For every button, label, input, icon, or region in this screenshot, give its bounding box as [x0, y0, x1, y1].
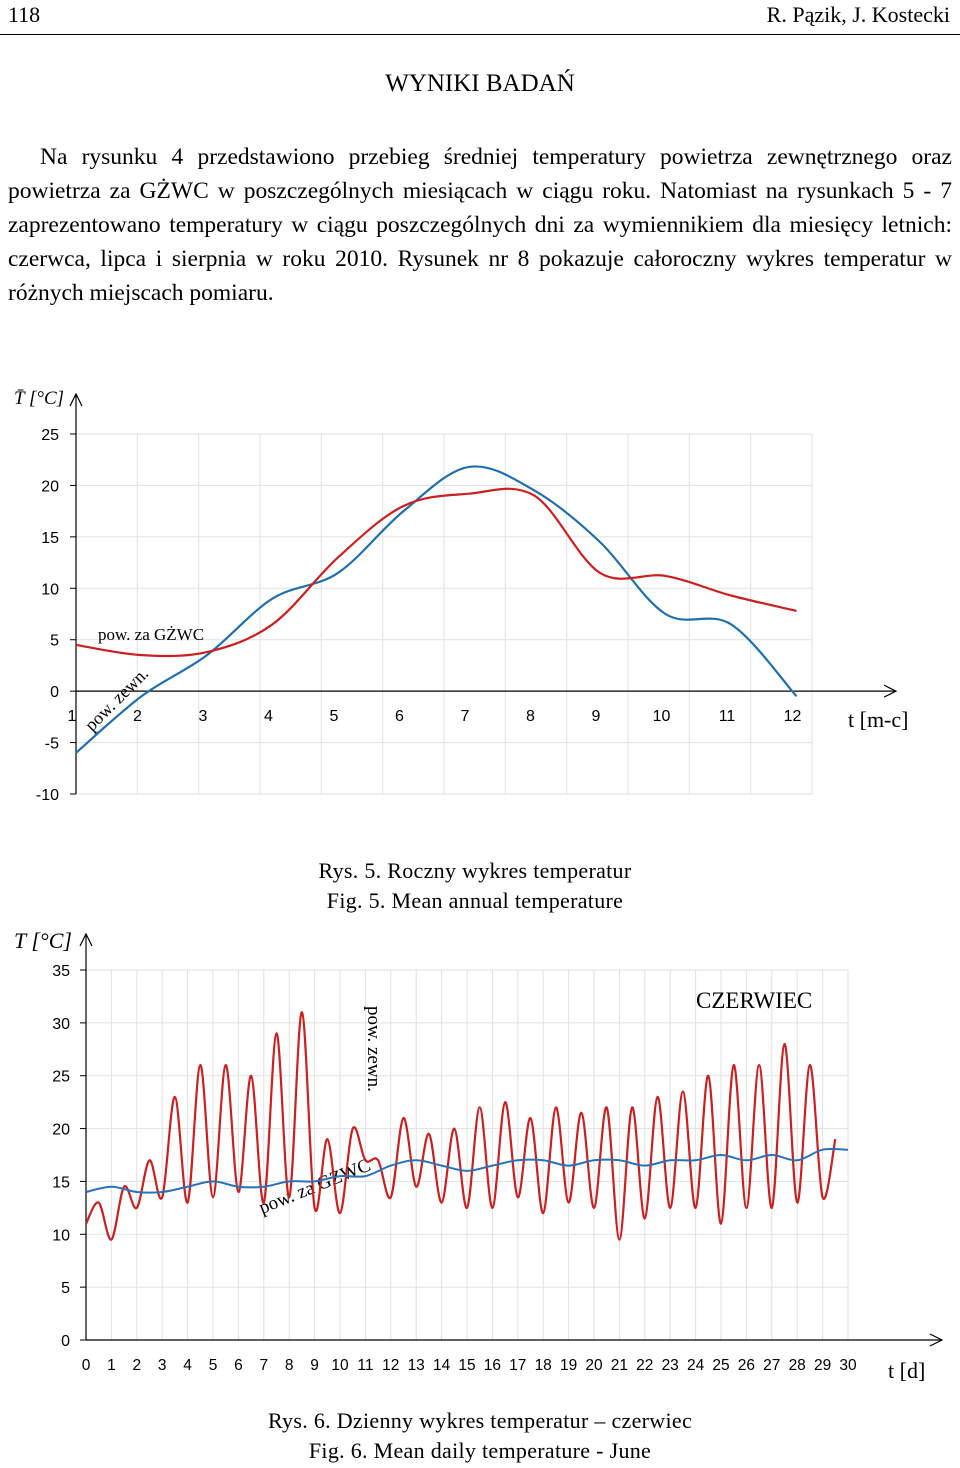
fig6-caption-en: Fig. 6. Mean daily temperature - June: [308, 1438, 652, 1463]
fig5-caption-pl: Rys. 5. Roczny wykres temperatur: [318, 858, 632, 883]
x-tick-label: 1: [68, 708, 77, 725]
x-axis-arrow-icon: [929, 1333, 944, 1347]
fig5-label-gzwc: pow. za GŻWC: [98, 625, 204, 644]
x-tick-label: 11: [357, 1357, 373, 1374]
x-tick-label: 30: [839, 1357, 857, 1374]
x-tick-label: 18: [535, 1357, 552, 1374]
fig6-y-axis-label: T [°C]: [14, 928, 72, 953]
fig6-series: [85, 1011, 849, 1241]
x-tick-label: 15: [458, 1357, 475, 1374]
body-paragraph-block: Na rysunku 4 przedstawiono przebieg śred…: [8, 140, 952, 310]
page-number: 118: [8, 2, 41, 27]
x-tick-label: 2: [133, 708, 142, 725]
x-tick-label: 14: [433, 1357, 451, 1374]
x-tick-label: 10: [331, 1357, 349, 1374]
x-axis-arrow-icon: [883, 684, 898, 698]
x-tick-label: 8: [526, 708, 535, 725]
y-tick-label: -10: [36, 787, 59, 804]
y-tick-label: 25: [41, 427, 59, 444]
x-tick-label: 16: [484, 1357, 501, 1374]
x-tick-label: 13: [408, 1357, 425, 1374]
fig5-y-axis-label: T̄ [°C]: [14, 388, 64, 409]
header-rule: [0, 34, 960, 35]
fig5-series: [75, 465, 798, 754]
fig5-x-axis-label: t [m-c]: [848, 707, 908, 732]
fig5-chart: T̄ [°C] t [m-c] pow. za GŻWC pow. zewn. …: [14, 388, 908, 804]
y-tick-label: 15: [41, 530, 59, 547]
x-tick-label: 11: [719, 708, 736, 725]
section-heading: WYNIKI BADAŃ: [385, 70, 575, 97]
x-tick-label: 21: [611, 1357, 628, 1374]
x-tick-label: 12: [382, 1357, 399, 1374]
y-tick-label: 0: [61, 1333, 70, 1350]
x-tick-label: 2: [132, 1357, 141, 1374]
x-tick-label: 27: [763, 1357, 780, 1374]
y-tick-label: 15: [52, 1174, 70, 1191]
fig5-axes: [69, 392, 898, 794]
fig6-caption-pl: Rys. 6. Dzienny wykres temperatur – czer…: [267, 1408, 693, 1433]
y-tick-label: 10: [52, 1227, 70, 1244]
fig5-caption-en: Fig. 5. Mean annual temperature: [326, 888, 624, 913]
y-tick-label: 5: [50, 633, 59, 650]
fig5-grid: [75, 433, 813, 795]
y-axis-arrow-icon: [69, 392, 83, 407]
x-tick-label: 25: [712, 1357, 729, 1374]
fig6-caption: Rys. 6. Dzienny wykres temperatur – czer…: [200, 1406, 760, 1466]
x-tick-label: 9: [592, 708, 601, 725]
x-tick-label: 7: [259, 1357, 268, 1374]
series-line: [85, 1011, 837, 1241]
x-tick-label: 6: [234, 1357, 243, 1374]
y-tick-label: 0: [50, 684, 59, 701]
y-tick-label: 30: [52, 1016, 70, 1033]
series-line: [75, 487, 797, 658]
x-tick-label: 8: [285, 1357, 294, 1374]
x-tick-label: 19: [560, 1357, 577, 1374]
x-tick-label: 5: [330, 708, 339, 725]
x-tick-label: 1: [107, 1357, 116, 1374]
x-tick-label: 24: [687, 1357, 705, 1374]
x-tick-label: 29: [814, 1357, 831, 1374]
x-tick-label: 7: [461, 708, 470, 725]
y-tick-label: 10: [41, 581, 59, 598]
series-line: [85, 1147, 849, 1194]
series-line: [75, 465, 798, 754]
x-tick-label: 4: [183, 1357, 192, 1374]
y-tick-label: 20: [52, 1122, 70, 1139]
fig6-axes: [79, 932, 944, 1347]
running-authors: R. Pązik, J. Kostecki: [766, 2, 950, 27]
x-tick-label: 4: [264, 708, 273, 725]
y-tick-label: 25: [52, 1069, 70, 1086]
page-header: 118 R. Pązik, J. Kostecki: [0, 0, 960, 36]
fig5-caption: Rys. 5. Roczny wykres temperatur Fig. 5.…: [290, 856, 660, 916]
x-tick-label: 26: [738, 1357, 755, 1374]
x-tick-label: 0: [82, 1357, 91, 1374]
fig6-grid: [85, 969, 849, 1341]
fig6-chart: T [°C] t [d] CZERWIEC pow. zewn. pow. za…: [14, 928, 944, 1383]
x-tick-label: 22: [636, 1357, 653, 1374]
x-tick-label: 10: [653, 708, 671, 725]
x-tick-label: 23: [662, 1357, 679, 1374]
fig6-x-axis-label: t [d]: [888, 1358, 925, 1383]
y-tick-label: 5: [61, 1280, 70, 1297]
x-tick-label: 3: [199, 708, 208, 725]
y-tick-label: -5: [45, 736, 59, 753]
x-tick-label: 28: [789, 1357, 806, 1374]
fig6-title: CZERWIEC: [696, 988, 812, 1013]
y-axis-arrow-icon: [79, 932, 93, 947]
y-tick-label: 20: [41, 478, 59, 495]
y-tick-label: 35: [52, 963, 70, 980]
x-tick-label: 12: [784, 708, 802, 725]
x-tick-label: 9: [310, 1357, 319, 1374]
x-tick-label: 3: [158, 1357, 167, 1374]
body-paragraph: Na rysunku 4 przedstawiono przebieg śred…: [8, 144, 952, 306]
x-tick-label: 6: [395, 708, 404, 725]
x-tick-label: 20: [585, 1357, 603, 1374]
x-tick-label: 17: [509, 1357, 526, 1374]
x-tick-label: 5: [209, 1357, 218, 1374]
fig6-label-zewn: pow. zewn.: [363, 1006, 384, 1092]
